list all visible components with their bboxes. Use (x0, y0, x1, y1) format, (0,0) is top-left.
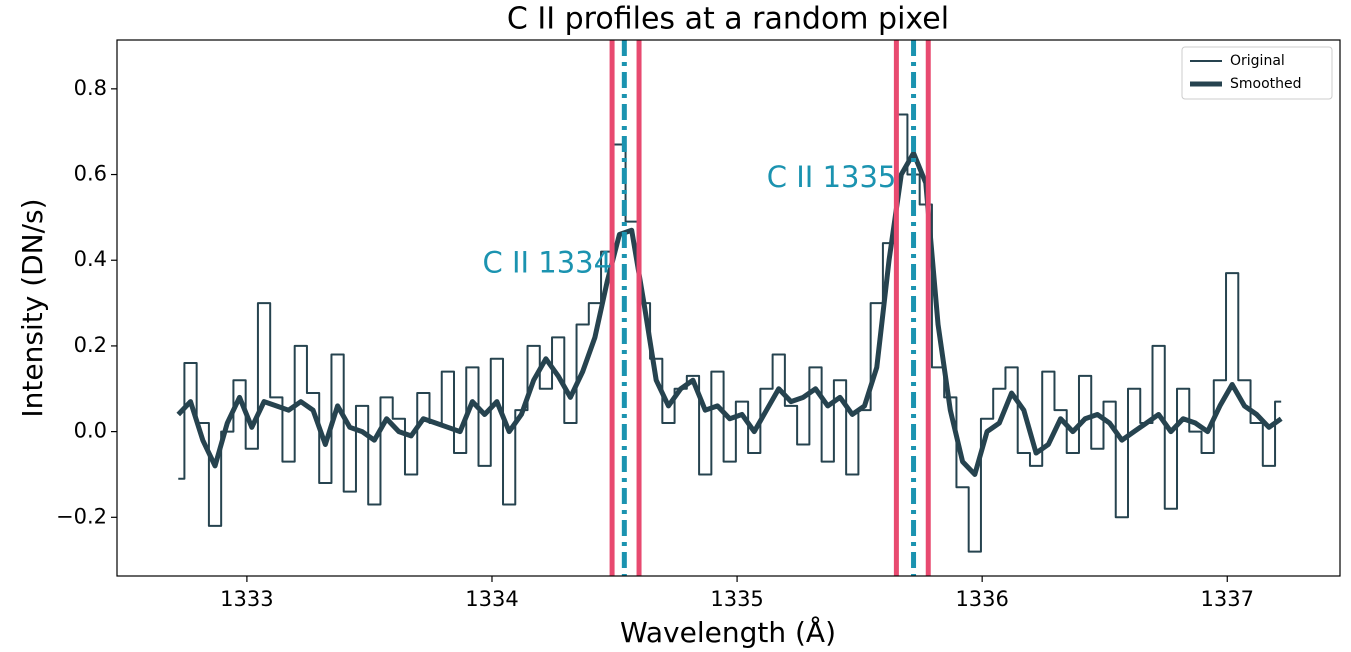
x-tick-label: 1337 (1201, 587, 1254, 611)
x-tick-label: 1335 (710, 587, 763, 611)
y-tick-label: 0.8 (74, 76, 107, 100)
annotation: C II 1334 (482, 246, 612, 280)
x-tick-label: 1334 (465, 587, 518, 611)
y-tick-label: 0.6 (74, 162, 107, 186)
x-tick-label: 1333 (220, 587, 273, 611)
x-axis-label: Wavelength (Å) (620, 615, 836, 649)
y-axis-label: Intensity (DN/s) (16, 198, 49, 417)
step-line (178, 113, 1282, 553)
plot-frame (116, 39, 1341, 577)
plot-area (176, 40, 1283, 576)
y-tick-label: 0.2 (74, 333, 107, 357)
smooth-line (176, 150, 1283, 477)
chart-title: C II profiles at a random pixel (507, 2, 949, 37)
y-tick-label: 0.4 (74, 247, 107, 271)
y-tick-label: −0.2 (56, 504, 107, 528)
legend-label: Smoothed (1230, 76, 1302, 92)
annotation: C II 1335 (767, 160, 897, 194)
x-tick-label: 1336 (955, 587, 1008, 611)
legend-label: Original (1230, 53, 1285, 69)
y-tick-label: 0.0 (74, 419, 107, 443)
